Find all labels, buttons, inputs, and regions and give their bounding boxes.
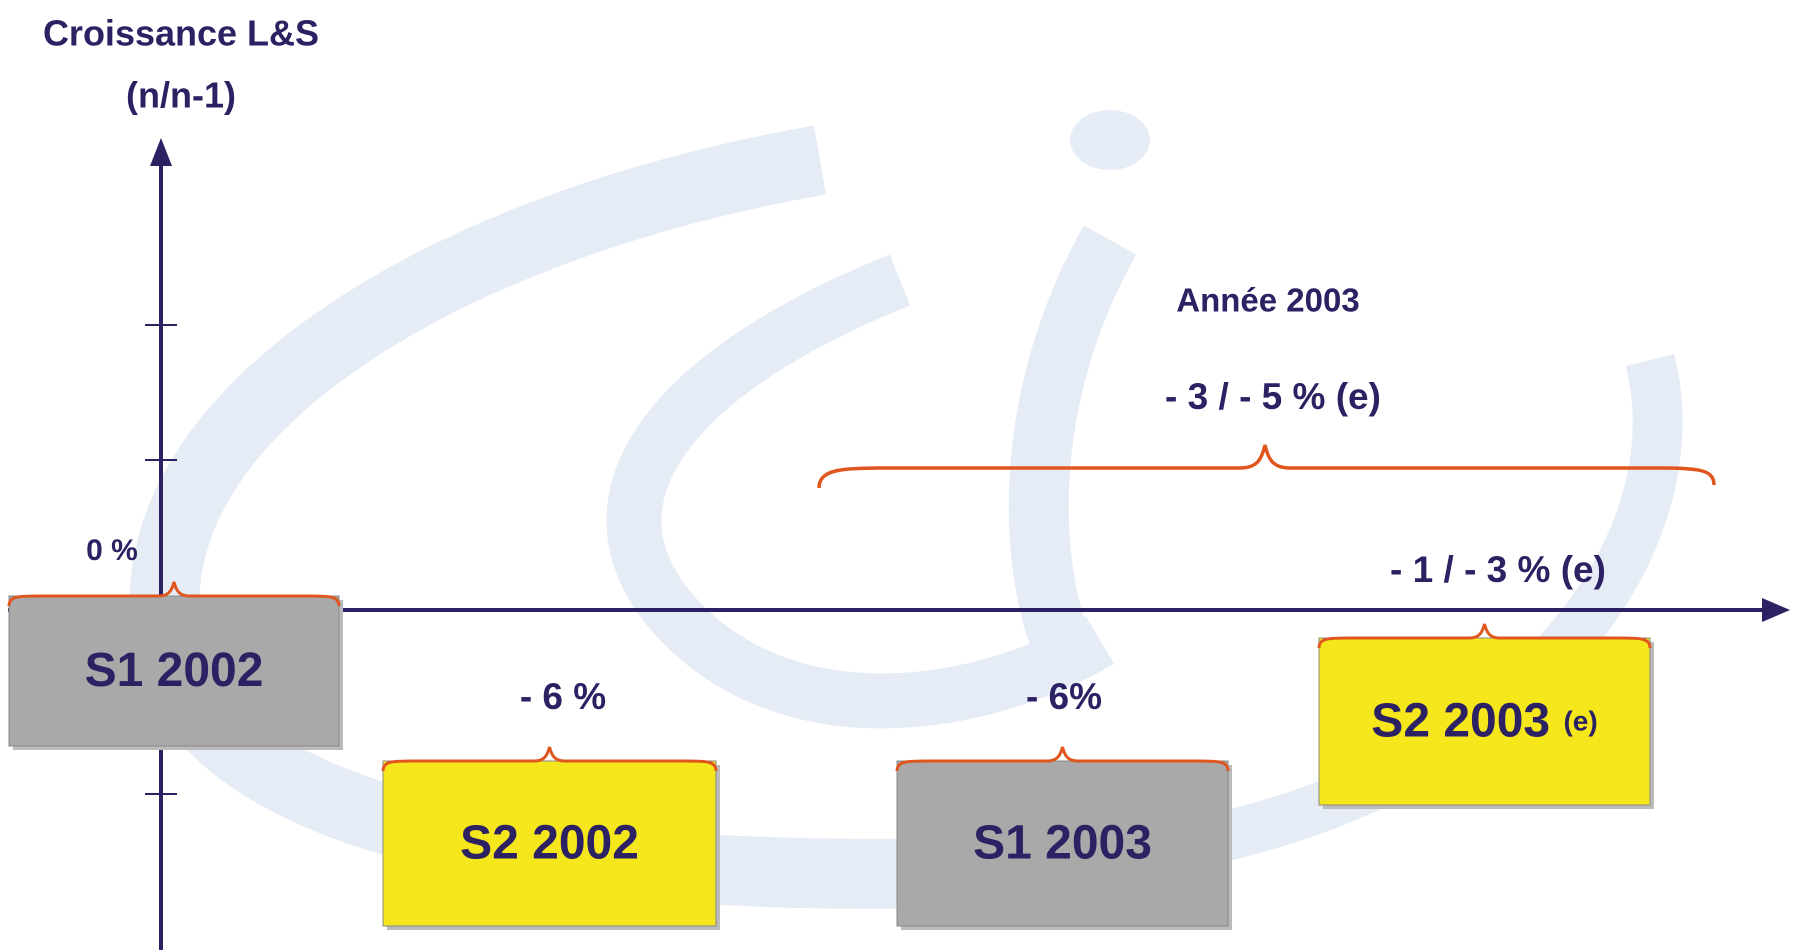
period-name: S1 2002 — [85, 644, 264, 697]
period-suffix: (e) — [1563, 706, 1597, 737]
period-label: S1 2002 — [85, 644, 264, 697]
period-brace — [1317, 623, 1652, 649]
period-name: S2 2002 — [460, 816, 639, 869]
swoosh — [1008, 225, 1137, 651]
period-growth: - 6 % — [520, 676, 606, 717]
period-label: S2 2002 — [460, 816, 639, 869]
period-box — [382, 760, 717, 927]
period-growth: - 6% — [1026, 676, 1102, 717]
period-label: S2 2003 (e) — [1371, 694, 1597, 747]
period-growth: - 1 / - 3 % (e) — [1390, 549, 1606, 590]
period-box — [896, 760, 1229, 927]
period-box — [8, 595, 340, 747]
period-label: S1 2003 — [973, 816, 1152, 869]
period-brace — [7, 581, 341, 607]
axis-subtitle: (n/n-1) — [126, 75, 236, 116]
period-box — [1318, 637, 1651, 806]
y-arrow — [150, 138, 172, 166]
axis-title: Croissance L&S — [43, 13, 319, 54]
x-arrow — [1762, 598, 1790, 622]
year-value: - 3 / - 5 % (e) — [1165, 376, 1381, 417]
year-brace — [817, 444, 1716, 489]
swoosh — [606, 254, 1115, 729]
period-growth: 0 % — [86, 534, 138, 567]
period-brace — [381, 746, 718, 772]
period-brace — [895, 746, 1230, 772]
year-label: Année 2003 — [1176, 282, 1359, 319]
logo-dot — [1070, 110, 1150, 170]
period-name: S2 2003 — [1371, 694, 1550, 747]
period-name: S1 2003 — [973, 816, 1152, 869]
